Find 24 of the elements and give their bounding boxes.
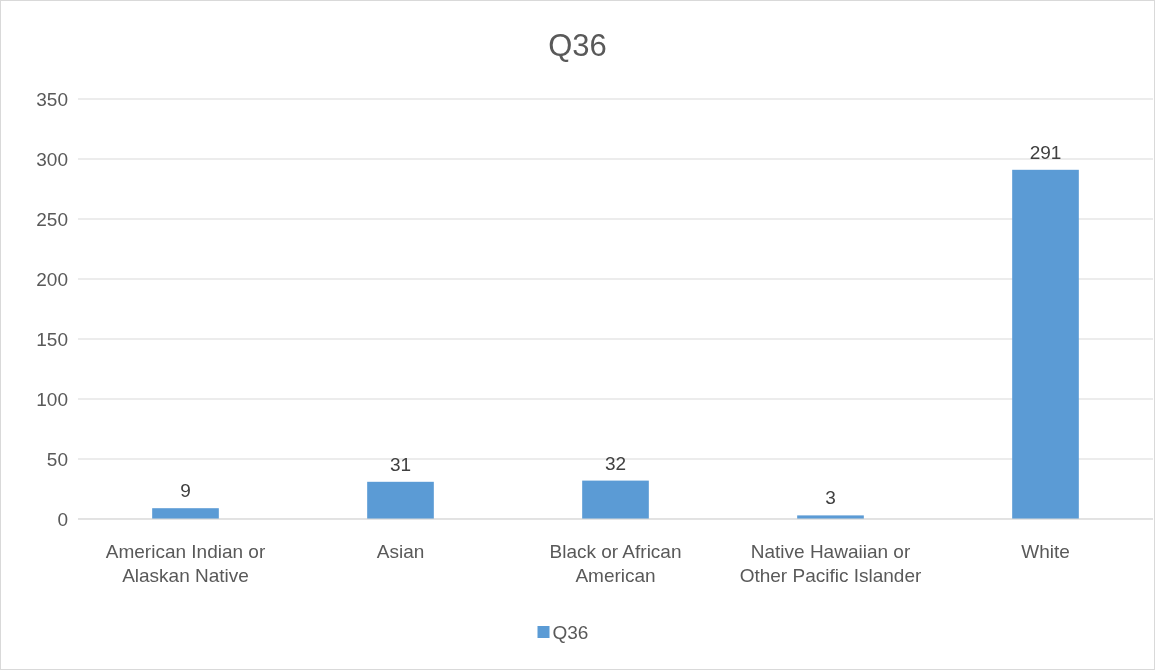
x-tick-label: Black or African American [549,541,682,586]
y-tick-label: 250 [36,208,68,230]
legend-label: Q36 [552,621,589,643]
chart-title: Q36 [548,28,607,63]
bar [1012,169,1079,519]
y-tick-label: 300 [36,148,68,170]
y-tick-label: 350 [36,88,68,110]
data-label: 31 [389,453,412,475]
y-tick-label: 200 [36,268,68,290]
y-tick-label: 150 [36,328,68,350]
data-label: 3 [825,487,836,509]
data-label: 32 [604,452,627,474]
x-tick-label: White [1021,541,1070,562]
y-tick-label: 50 [46,448,68,470]
x-tick-label: Asian [376,541,425,562]
y-tick-label: 0 [57,508,68,530]
bar [582,480,649,519]
x-tick-label: Native Hawaiian or Other Pacific Islander [739,541,922,586]
bar [152,508,219,519]
bar [367,481,434,519]
y-tick-label: 100 [36,388,68,410]
x-tick-label: American Indian or Alaskan Native [105,541,266,586]
data-label: 291 [1029,141,1062,163]
data-label: 9 [180,480,191,502]
